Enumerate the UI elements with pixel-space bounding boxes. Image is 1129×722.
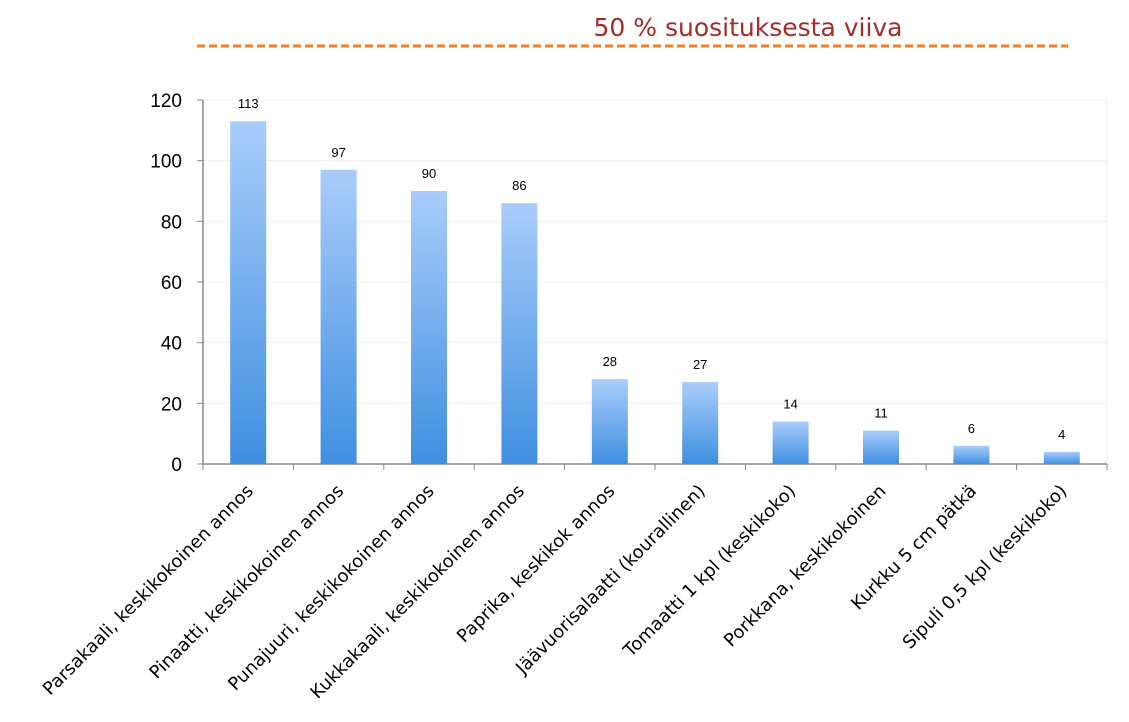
category-label: Paprika, keskikok annos [453, 481, 619, 647]
category-label: Tomaatti 1 kpl (keskikoko) [619, 481, 800, 662]
y-tick-label: 100 [150, 152, 182, 173]
bar [411, 191, 447, 464]
bar [953, 445, 990, 464]
data-label: 90 [422, 166, 436, 181]
y-tick-label: 40 [161, 334, 182, 355]
bar [591, 379, 628, 464]
reference-line-label: 50 % suosituksesta viiva [593, 13, 902, 42]
y-tick-label: 0 [171, 455, 182, 476]
bar [682, 382, 719, 464]
bars [230, 121, 1080, 464]
data-label: 86 [512, 178, 526, 193]
y-tick-label: 20 [161, 394, 182, 415]
data-label: 27 [693, 357, 707, 372]
bar [1043, 451, 1080, 464]
data-label: 6 [968, 421, 975, 436]
data-label: 14 [783, 397, 797, 412]
data-label: 4 [1058, 427, 1065, 442]
data-label: 28 [603, 354, 617, 369]
bar [320, 169, 357, 464]
y-tick-label: 60 [161, 273, 182, 294]
data-label: 113 [238, 96, 259, 111]
y-tick-label: 80 [161, 212, 182, 233]
category-label: Sipuli 0,5 kpl (keskikoko) [899, 481, 1072, 654]
y-tick-labels: 0 20 40 60 80 100 120 [150, 91, 182, 476]
x-tick-labels: Parsakaali, keskikokoinen annosPinaatti,… [39, 481, 1072, 703]
bar [772, 421, 809, 464]
bar [863, 430, 899, 464]
data-labels: 113 97 90 86 28 27 14 11 6 4 [238, 96, 1066, 442]
y-tick-label: 120 [150, 91, 182, 112]
category-label: Pinaatti, keskikokoinen annos [145, 481, 348, 684]
data-label: 11 [874, 406, 888, 421]
category-label: Jäävuorisalaatti (kourallinen) [511, 481, 710, 680]
bar [230, 121, 267, 464]
data-label: 97 [331, 145, 345, 160]
category-label: Porkkana, keskikokoinen [720, 481, 891, 652]
bar [501, 203, 538, 464]
